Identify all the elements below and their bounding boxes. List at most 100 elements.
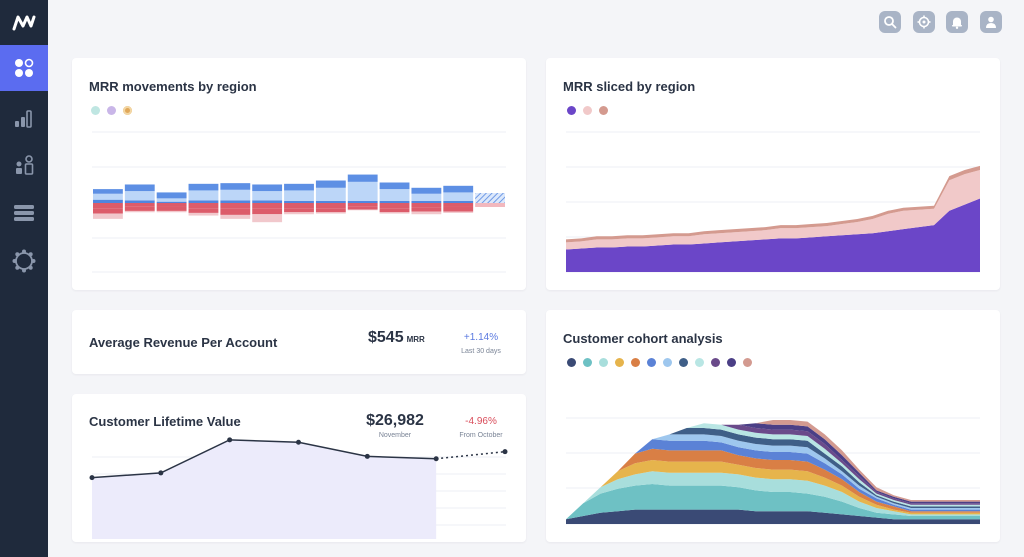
- bar-segment: [411, 187, 442, 194]
- bar-group: [443, 185, 474, 213]
- nav-reports[interactable]: [0, 95, 48, 141]
- bar-segment: [220, 214, 251, 219]
- area-series: [566, 484, 980, 520]
- area-series: [566, 434, 980, 520]
- bar-segment: [124, 210, 155, 213]
- area-series: [566, 170, 980, 250]
- data-point: [502, 449, 508, 455]
- cohort-chart: [566, 417, 980, 525]
- bar-segment: [443, 192, 474, 202]
- card-title: MRR movements by region: [89, 79, 257, 94]
- target-button[interactable]: [913, 11, 935, 33]
- bar-chart-icon: [15, 110, 32, 128]
- dashboard-icon: [15, 58, 34, 77]
- user-icon: [986, 16, 996, 28]
- nav-customers[interactable]: [0, 142, 48, 188]
- search-icon: [884, 16, 897, 29]
- legend-swatch[interactable]: [583, 358, 592, 367]
- legend-swatch[interactable]: [663, 358, 672, 367]
- nav-settings[interactable]: [0, 238, 48, 284]
- bar-segment: [93, 189, 123, 194]
- arpa-card[interactable]: Average Revenue Per Account $545 MRR +1.1…: [72, 310, 526, 374]
- mrr-sliced-chart: [566, 131, 980, 273]
- legend-swatch[interactable]: [123, 106, 132, 115]
- legend-swatch[interactable]: [631, 358, 640, 367]
- legend-swatch[interactable]: [727, 358, 736, 367]
- search-button[interactable]: [879, 11, 901, 33]
- bar-segment: [379, 208, 410, 213]
- bar-segment: [379, 189, 410, 202]
- bar-segment: [220, 189, 251, 201]
- card-title: MRR sliced by region: [563, 79, 696, 94]
- bar-segment: [252, 191, 283, 201]
- bar-segment: [188, 200, 219, 203]
- bar-group: [411, 187, 442, 215]
- legend-swatch[interactable]: [615, 358, 624, 367]
- data-point: [433, 456, 439, 462]
- series-line: [91, 439, 437, 479]
- bar-segment: [347, 203, 378, 207]
- area-series: [566, 428, 980, 520]
- bar-segment: [188, 190, 219, 201]
- ltv-value: $26,982: [366, 412, 424, 429]
- bar-segment: [315, 208, 346, 213]
- legend-swatch[interactable]: [743, 358, 752, 367]
- bar-segment: [411, 193, 442, 202]
- bar-segment: [379, 182, 410, 190]
- legend-swatch[interactable]: [91, 106, 100, 115]
- account-button[interactable]: [980, 11, 1002, 33]
- bar-group: [124, 184, 155, 213]
- bar-segment: [93, 199, 123, 203]
- bar-segment: [284, 212, 314, 215]
- cohort-card[interactable]: Customer cohort analysis: [546, 310, 1000, 542]
- bar-segment: [347, 181, 378, 202]
- legend-swatch[interactable]: [599, 106, 608, 115]
- notifications-button[interactable]: [946, 11, 968, 33]
- forecast-line: [436, 450, 506, 460]
- area-series: [566, 165, 980, 243]
- bar-segment: [156, 210, 187, 213]
- nav-data[interactable]: [0, 190, 48, 236]
- legend-swatch[interactable]: [711, 358, 720, 367]
- mrr-movements-card[interactable]: MRR movements by region: [72, 58, 526, 290]
- legend: [91, 106, 132, 115]
- bar-segment: [411, 211, 442, 215]
- bar-segment: [379, 212, 410, 214]
- ltv-caption: November: [378, 432, 412, 439]
- bar-segment: [156, 192, 187, 199]
- legend-swatch[interactable]: [583, 106, 592, 115]
- bar-segment: [411, 201, 442, 203]
- bar-segment: [124, 191, 155, 201]
- chartmogul-logo-icon[interactable]: [12, 12, 36, 32]
- mrr-sliced-card[interactable]: MRR sliced by region: [546, 58, 1000, 290]
- bar-group: [188, 183, 219, 216]
- area-series: [566, 439, 980, 520]
- bar-group: [475, 193, 505, 207]
- bar-segment: [315, 212, 346, 214]
- nav-dashboard[interactable]: [0, 45, 48, 91]
- legend-swatch[interactable]: [599, 358, 608, 367]
- ltv-card[interactable]: Customer Lifetime Value $26,982 November…: [72, 394, 526, 542]
- bar-segment: [252, 203, 283, 209]
- line-area-fill: [92, 439, 437, 539]
- legend-swatch[interactable]: [679, 358, 688, 367]
- bar-segment: [284, 201, 314, 203]
- bar-segment: [443, 206, 474, 212]
- legend-swatch[interactable]: [695, 358, 704, 367]
- bar-segment: [124, 200, 155, 203]
- legend-swatch[interactable]: [567, 106, 576, 115]
- arpa-delta: +1.14%: [463, 332, 499, 343]
- legend-swatch[interactable]: [647, 358, 656, 367]
- data-point: [227, 437, 233, 443]
- legend-swatch[interactable]: [567, 358, 576, 367]
- legend-swatch[interactable]: [107, 106, 116, 115]
- bar-segment: [252, 200, 283, 203]
- bar-segment: [220, 200, 251, 203]
- bar-segment: [124, 203, 155, 207]
- card-title: Average Revenue Per Account: [89, 335, 278, 350]
- bar-segment: [93, 213, 123, 219]
- bar-segment: [379, 201, 410, 203]
- card-title: Customer cohort analysis: [563, 331, 723, 346]
- bar-segment: [188, 203, 219, 209]
- bar-segment: [411, 207, 442, 212]
